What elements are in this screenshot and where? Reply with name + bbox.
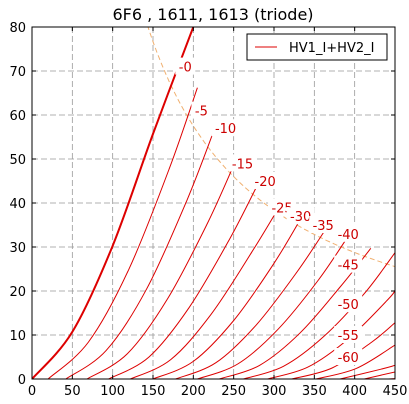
plate-curve	[130, 204, 281, 379]
plate-curve	[364, 371, 395, 379]
y-tick-label: 10	[9, 329, 26, 344]
y-tick-label: 30	[9, 241, 26, 256]
plate-curve	[108, 183, 259, 379]
curve-label: -60	[338, 351, 359, 366]
x-tick-label: 250	[221, 384, 246, 399]
curve-label: -30	[290, 210, 311, 225]
plate-curve	[197, 232, 352, 379]
axis-ticks: 0 50 100 150 200 250 300 350 400 450 0 10 20 30 40 50 60…	[9, 21, 407, 399]
x-tick-label: 50	[64, 384, 81, 399]
y-tick-label: 80	[9, 21, 26, 36]
curve-label: -20	[255, 175, 276, 190]
x-tick-label: 200	[181, 384, 206, 399]
y-tick-label: 20	[9, 285, 26, 300]
y-tick-label: 50	[9, 153, 26, 168]
plate-curve	[175, 227, 327, 379]
plate-curve	[86, 161, 236, 379]
curve-label-bg	[334, 326, 363, 343]
curve-label: -35	[313, 219, 334, 234]
curve-label: -40	[338, 228, 359, 243]
curve-label-bg	[309, 216, 338, 233]
curve-label-bg	[211, 119, 240, 137]
y-tick-label: 0	[18, 373, 26, 388]
curve-label-bg	[334, 348, 363, 365]
dissipation-curve	[147, 27, 395, 268]
x-tick-label: 100	[100, 384, 125, 399]
curve-label: -15	[232, 157, 253, 172]
curve-label: -50	[338, 298, 359, 313]
plate-curve	[65, 131, 214, 379]
plate-curve	[315, 344, 395, 379]
x-tick-label: 300	[262, 384, 287, 399]
y-tick-label: 70	[9, 65, 26, 80]
curve-label-bg	[251, 172, 280, 189]
plate-curve	[218, 247, 372, 379]
curve-labels: -0-5-10-15-20-25-30-35-40-45-50-55-60	[175, 57, 363, 366]
curve-label-bg	[334, 224, 363, 242]
curve-label: -10	[215, 122, 236, 137]
y-tick-label: 60	[9, 109, 26, 124]
plate-curve	[267, 289, 395, 379]
curve-label: -0	[179, 61, 192, 76]
plate-curve	[47, 87, 198, 379]
legend: HV1_I+HV2_I	[246, 33, 388, 61]
plate-curve	[339, 364, 395, 379]
chart-title: 6F6 , 1611, 1613 (triode)	[112, 5, 313, 24]
legend-entry: HV1_I+HV2_I	[289, 41, 374, 56]
plate-curve	[152, 215, 303, 379]
curve-label-bg	[175, 57, 196, 75]
y-tick-label: 40	[9, 197, 26, 212]
dissipation-line	[147, 27, 395, 268]
x-tick-label: 450	[383, 384, 408, 399]
plate-curve	[243, 252, 395, 379]
curve-label: -5	[195, 105, 208, 120]
curve-label-bg	[334, 255, 363, 273]
curve-label-bg	[191, 101, 212, 119]
curve-label-bg	[286, 207, 315, 225]
x-tick-label: 0	[28, 384, 36, 399]
curve-label: -45	[338, 259, 359, 274]
curve-label-bg	[228, 154, 257, 172]
curve-label: -55	[338, 329, 359, 344]
x-tick-label: 400	[342, 384, 367, 399]
plate-curve	[32, 27, 195, 379]
x-tick-label: 350	[302, 384, 327, 399]
x-tick-label: 150	[141, 384, 166, 399]
curve-label-bg	[334, 295, 363, 313]
